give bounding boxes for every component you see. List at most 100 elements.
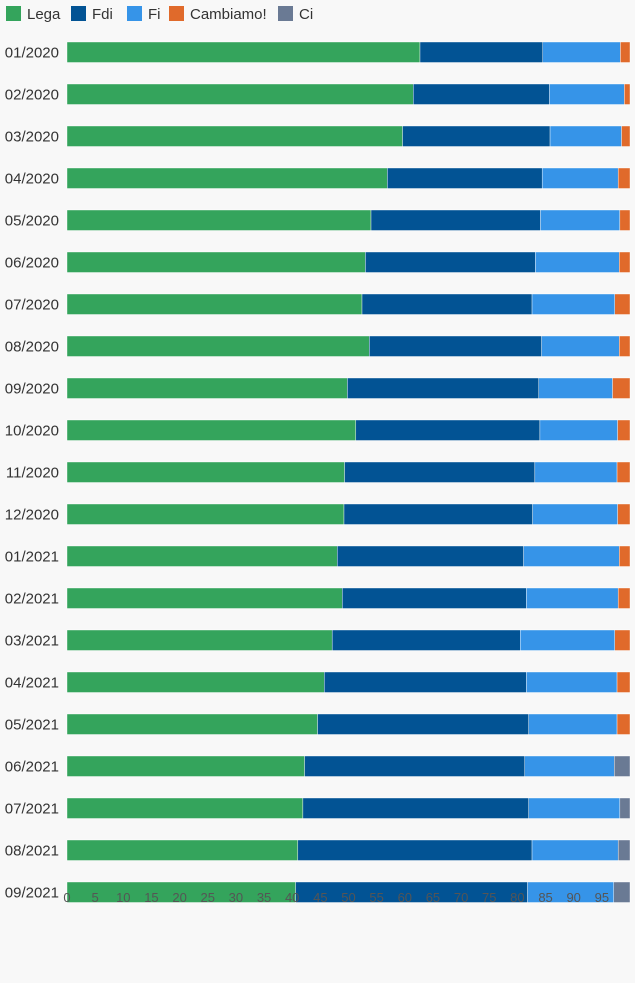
x-tick-label: 40 <box>285 890 299 905</box>
bar-segment-lega <box>66 293 363 315</box>
bar-segment-cambiamo <box>614 293 631 315</box>
legend-swatch-fi <box>127 6 142 21</box>
bar-segment-cambiamo <box>617 503 631 525</box>
category-label: 06/2021 <box>5 758 59 775</box>
x-tick-label: 35 <box>257 890 271 905</box>
category-label: 04/2020 <box>5 170 59 187</box>
bar-segment-lega <box>66 629 333 651</box>
bar-segment-cambiamo <box>617 587 631 609</box>
bar-segment-fdi <box>361 293 533 315</box>
bar-segment-fi <box>541 335 620 357</box>
x-tick-label: 60 <box>398 890 412 905</box>
bar-segment-fi <box>532 503 618 525</box>
bar-segment-cambiamo <box>620 41 631 63</box>
legend-swatch-lega <box>6 6 21 21</box>
category-label: 08/2020 <box>5 338 59 355</box>
bar-segment-lega <box>66 335 370 357</box>
bar-segment-ci <box>614 755 631 777</box>
category-label: 04/2021 <box>5 674 59 691</box>
bar-segment-fdi <box>343 503 533 525</box>
bar-segment-fi <box>534 461 618 483</box>
bar-segment-fdi <box>331 629 521 651</box>
category-label: 10/2020 <box>5 422 59 439</box>
bar-segment-lega <box>66 839 299 861</box>
legend-label-fdi: Fdi <box>92 6 113 23</box>
bar-segment-cambiamo <box>619 209 631 231</box>
bar-segment-lega <box>66 167 388 189</box>
bar-segment-cambiamo <box>617 167 631 189</box>
bar-segment-cambiamo <box>617 419 631 441</box>
x-axis: 0 5 10 15 20 25 30 35 40 45 50 55 60 65 70 75 80 85 90 95 <box>63 890 609 905</box>
bar-segment-lega <box>66 671 325 693</box>
bar-segment-cambiamo <box>619 251 631 273</box>
bar-segment-fdi <box>355 419 541 441</box>
bar-segment-lega <box>66 41 421 63</box>
bar-segment-fi <box>528 713 618 735</box>
bar-segment-cambiamo <box>616 713 631 735</box>
bar-segment-fdi <box>419 41 543 63</box>
category-label: 03/2021 <box>5 632 59 649</box>
bar-segment-lega <box>66 251 366 273</box>
x-tick-label: 75 <box>482 890 496 905</box>
bar-segment-lega <box>66 713 318 735</box>
bar-segment-lega <box>66 503 345 525</box>
bar-segment-fi <box>539 419 618 441</box>
category-label: 09/2021 <box>5 884 59 901</box>
legend-swatch-ci <box>278 6 293 21</box>
category-label: 06/2020 <box>5 254 59 271</box>
bar-segment-fdi <box>365 251 536 273</box>
bars <box>66 41 631 903</box>
bar-segment-cambiamo <box>619 335 631 357</box>
x-tick-label: 55 <box>369 890 383 905</box>
x-tick-label: 20 <box>172 890 186 905</box>
bar-segment-fdi <box>302 797 529 819</box>
legend-label-lega: Lega <box>27 6 61 23</box>
bar-segment-fdi <box>342 587 527 609</box>
category-label: 08/2021 <box>5 842 59 859</box>
bar-segment-cambiamo <box>616 461 631 483</box>
bar-segment-fi <box>526 671 618 693</box>
bar-segment-fdi <box>324 671 527 693</box>
legend: Lega Fdi Fi Cambiamo! Ci <box>6 6 313 23</box>
bar-segment-fi <box>540 209 621 231</box>
category-label: 05/2020 <box>5 212 59 229</box>
bar-segment-fdi <box>344 461 536 483</box>
legend-label-cambiamo: Cambiamo! <box>190 6 267 23</box>
bar-segment-fdi <box>304 755 525 777</box>
bar-segment-fdi <box>317 713 529 735</box>
bar-segment-fi <box>549 83 625 105</box>
legend-label-fi: Fi <box>148 6 161 23</box>
bar-segment-lega <box>66 419 357 441</box>
bar-segment-fi <box>520 629 615 651</box>
bar-segment-fi <box>531 293 615 315</box>
bar-segment-ci <box>619 797 631 819</box>
bar-segment-fi <box>523 545 620 567</box>
category-label: 03/2020 <box>5 128 59 145</box>
bar-segment-fi <box>538 377 613 399</box>
legend-swatch-cambiamo <box>169 6 184 21</box>
x-tick-label: 85 <box>538 890 552 905</box>
bar-segment-fi <box>524 755 615 777</box>
bar-segment-fi <box>549 125 622 147</box>
bar-segment-cambiamo <box>621 125 631 147</box>
x-tick-label: 80 <box>510 890 524 905</box>
x-tick-label: 30 <box>229 890 243 905</box>
legend-swatch-fdi <box>71 6 86 21</box>
bar-segment-lega <box>66 545 338 567</box>
x-tick-label: 0 <box>63 890 70 905</box>
x-tick-label: 5 <box>92 890 99 905</box>
bar-segment-cambiamo <box>619 545 631 567</box>
category-label: 07/2020 <box>5 296 59 313</box>
bar-segment-lega <box>66 587 343 609</box>
x-tick-label: 95 <box>595 890 609 905</box>
bar-segment-cambiamo <box>612 377 631 399</box>
bar-segment-lega <box>66 125 403 147</box>
bar-segment-cambiamo <box>614 629 631 651</box>
bar-segment-fi <box>535 251 620 273</box>
x-tick-label: 70 <box>454 890 468 905</box>
x-tick-label: 90 <box>566 890 580 905</box>
category-label: 11/2020 <box>6 464 59 481</box>
bar-segment-fdi <box>369 335 542 357</box>
x-tick-label: 50 <box>341 890 355 905</box>
